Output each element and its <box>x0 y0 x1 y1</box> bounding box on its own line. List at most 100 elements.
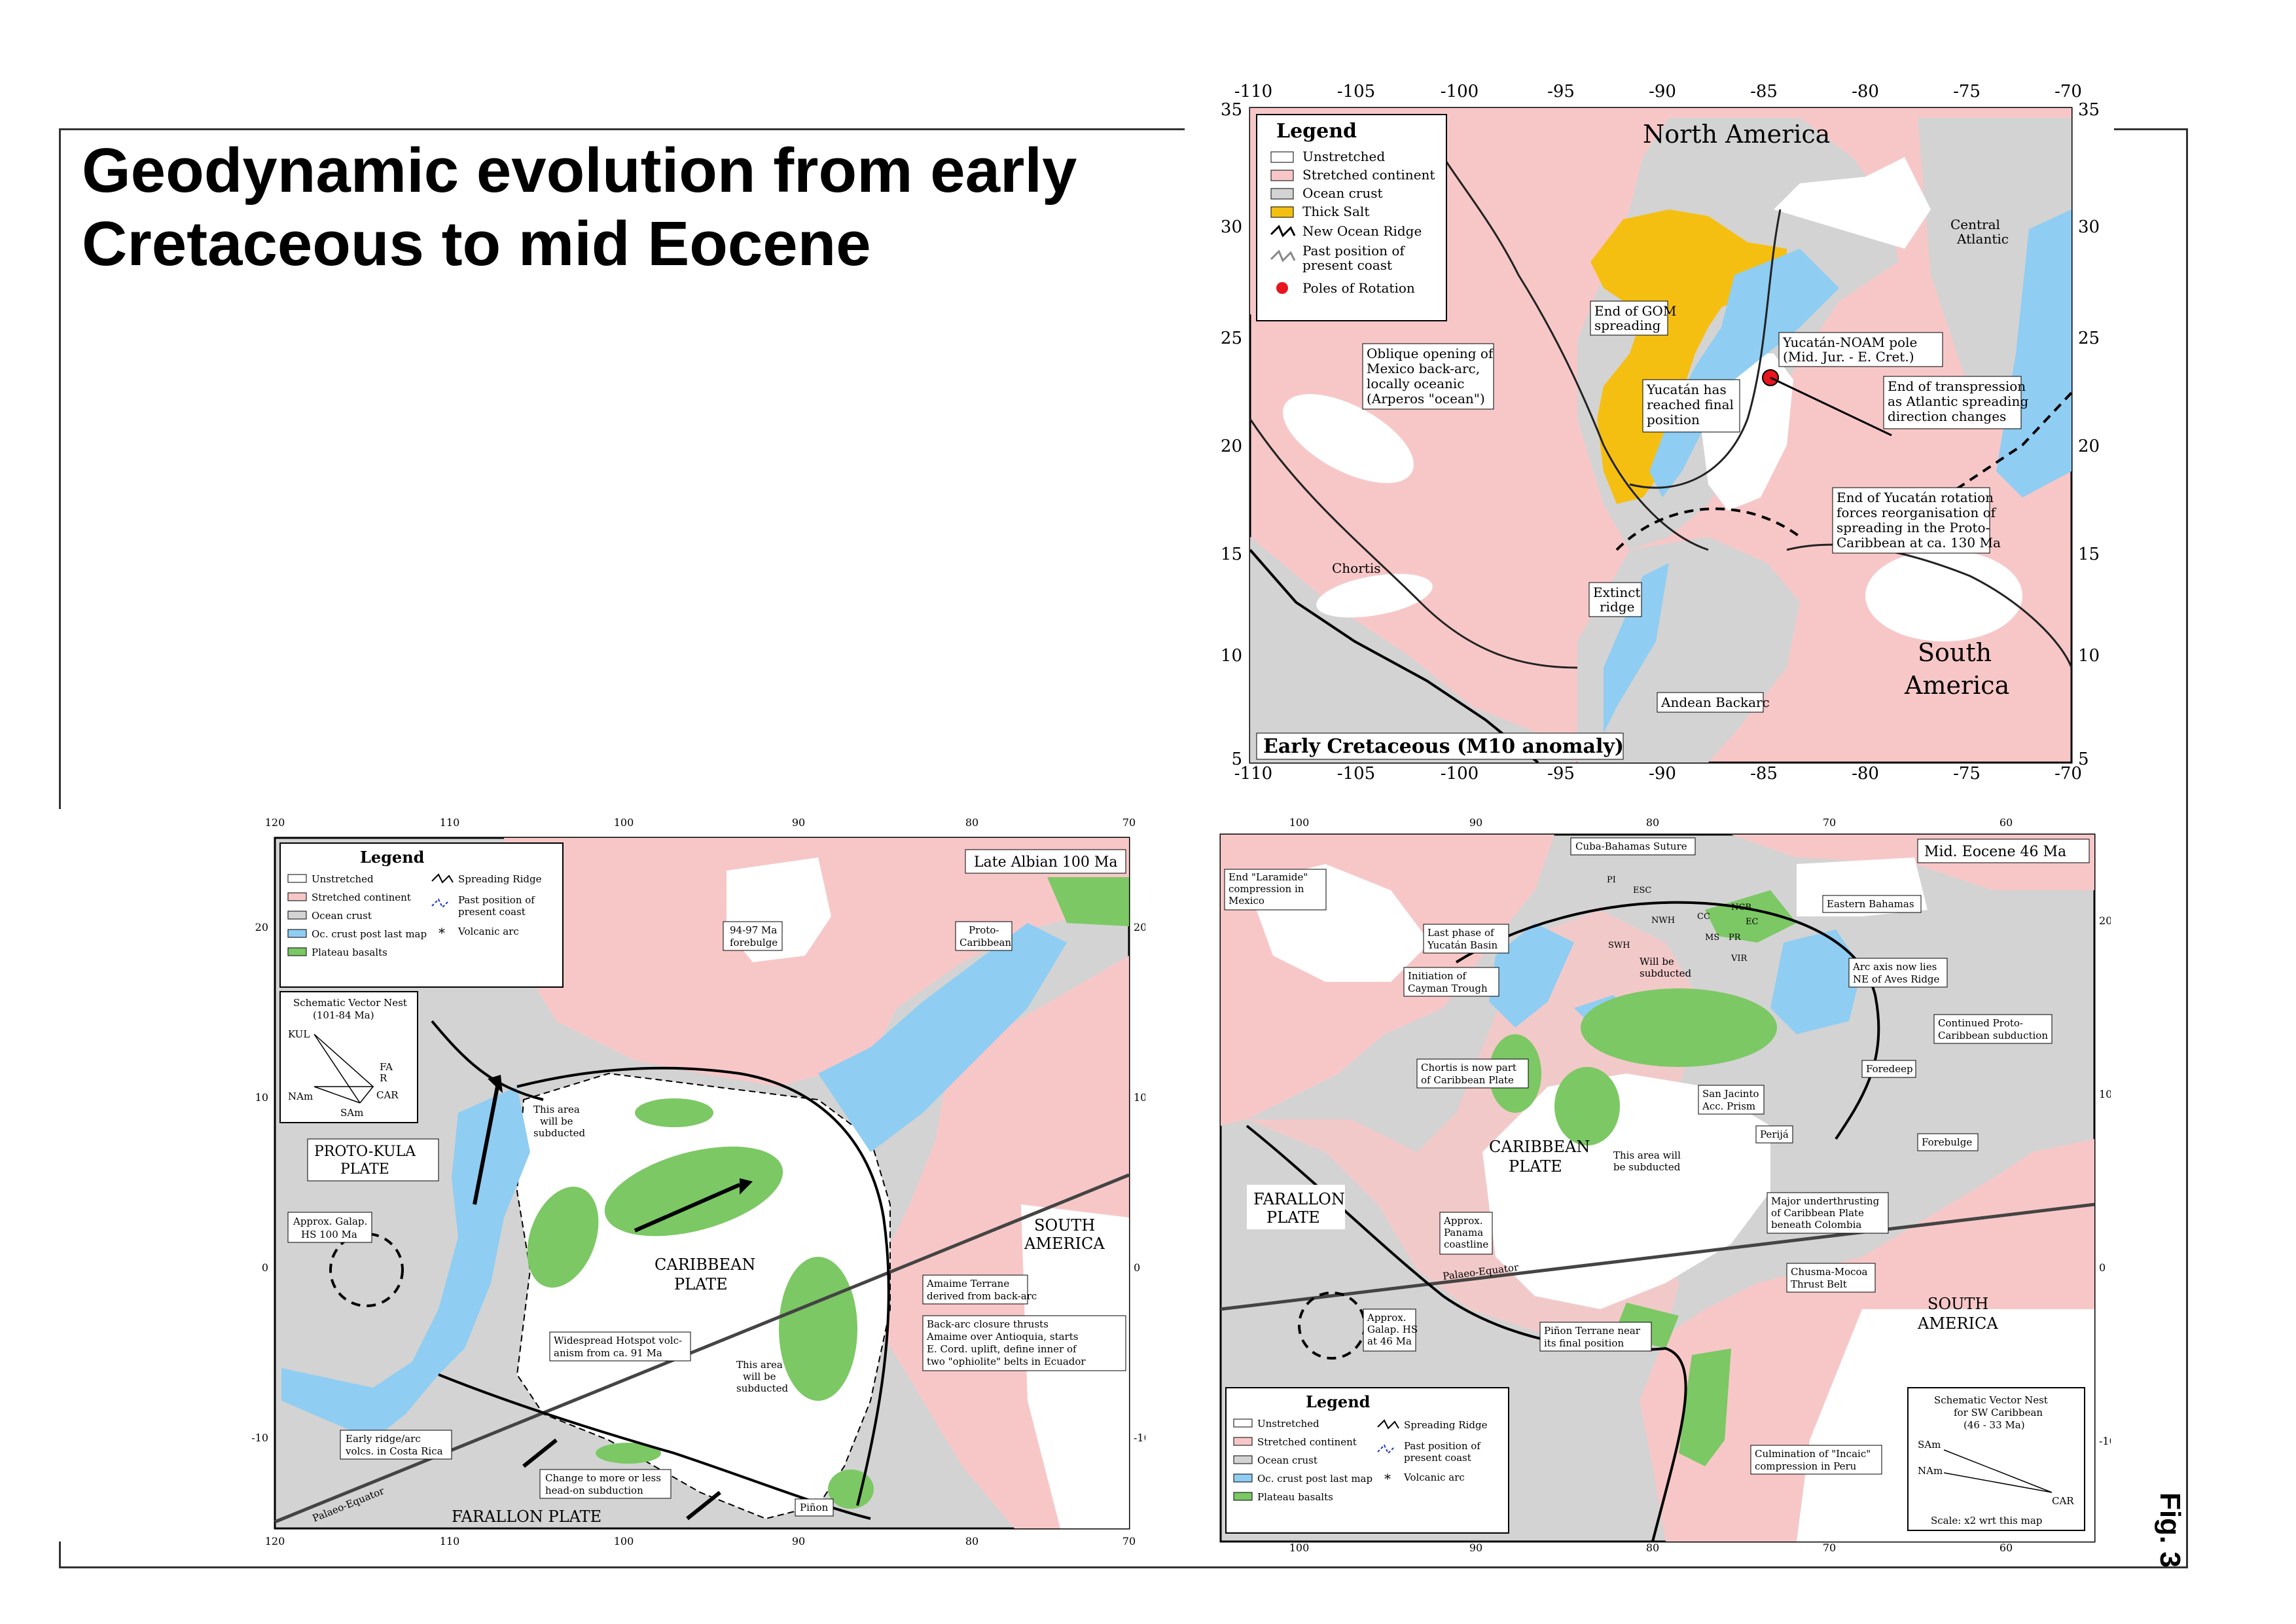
legend-label: Unstretched <box>1302 149 1385 164</box>
legend-label: Past position of <box>1302 243 1405 259</box>
callout-cuba: Cuba-Bahamas Suture <box>1575 840 1687 852</box>
label-south-america: America <box>1904 671 2009 700</box>
callout-laramide: Mexico <box>1229 895 1265 907</box>
left-map-xtick-bottom: 80 <box>965 1535 978 1547</box>
callout-hotspot: Widespread Hotspot volc- <box>554 1335 682 1346</box>
callout-galapagos: Approx. <box>1367 1312 1406 1324</box>
legend-label: Ocean crust <box>312 910 372 922</box>
right-map-xtick-bottom: 80 <box>1646 1542 1659 1554</box>
top-map-xtick-top: -105 <box>1337 82 1375 101</box>
past-coast-icon <box>431 898 450 909</box>
label-central-atlantic: Atlantic <box>1956 231 2009 247</box>
legend-label: Unstretched <box>312 873 374 885</box>
callout-backarc: E. Cord. uplift, define inner of <box>927 1343 1077 1355</box>
left-map-ytick-right: -10 <box>1134 1432 1145 1444</box>
pole-icon <box>1276 282 1288 294</box>
block-label: PI <box>1607 875 1616 885</box>
right-map-xtick-top: 90 <box>1469 816 1482 829</box>
callout-cayman: Cayman Trough <box>1408 983 1488 994</box>
callout-yucatan: reached final <box>1647 397 1734 412</box>
legend-label: Ocean crust <box>1257 1454 1318 1466</box>
volcanic-arc-icon: * <box>439 925 445 941</box>
callout-aves: Arc axis now lies <box>1852 961 1937 973</box>
vector-nest-title: (101-84 Ma) <box>313 1009 374 1021</box>
right-map-xtick-top: 70 <box>1823 816 1836 829</box>
callout-headon: head-on subduction <box>545 1485 643 1496</box>
callout-galapagos: Approx. Galap. <box>293 1216 367 1227</box>
callout-subducted: This area will <box>1613 1149 1681 1161</box>
block-label: NWH <box>1651 916 1675 926</box>
callout-backarc: two "ophiolite" belts in Ecuador <box>927 1356 1086 1367</box>
callout-oblique: Oblique opening of <box>1367 346 1494 361</box>
right-map-xtick-top: 60 <box>2000 816 2013 829</box>
callout-pinon: Piñon Terrane near <box>1544 1325 1641 1337</box>
right-map-xtick-bottom: 70 <box>1823 1542 1836 1554</box>
callout-proto-caribbean: Caribbean subduction <box>1938 1030 2048 1041</box>
callout-chortis: of Caribbean Plate <box>1421 1074 1514 1086</box>
callout-aves: NE of Aves Ridge <box>1853 973 1940 985</box>
left-map-ytick: 20 <box>255 921 268 933</box>
vector-nest-label: FA <box>380 1061 393 1073</box>
right-map-xtick-top: 100 <box>1289 816 1310 829</box>
legend-label: Stretched continent <box>1302 167 1435 183</box>
callout-panama: Panama <box>1444 1227 1483 1238</box>
top-map-xtick-top: -90 <box>1649 82 1676 101</box>
vector-nest-label: R <box>380 1072 387 1084</box>
block-label: EC <box>1746 917 1758 927</box>
right-map-xtick-bottom: 100 <box>1289 1542 1310 1554</box>
callout-rotation: End of Yucatán rotation <box>1837 490 1994 505</box>
callout-galapagos: at 46 Ma <box>1367 1335 1412 1347</box>
top-map-ytick-right: 35 <box>2078 100 2100 120</box>
right-map-ytick: 10 <box>2099 1088 2111 1100</box>
callout-yucatan-basin: Last phase of <box>1427 927 1495 939</box>
callout-subducted: This area <box>533 1104 580 1115</box>
block-label: PR <box>1729 933 1742 943</box>
left-map-ytick: 0 <box>262 1261 268 1274</box>
top-map-ytick-right: 5 <box>2078 749 2089 769</box>
figure-label: Fig. 3 <box>2154 1492 2186 1568</box>
block-label: VIR <box>1731 954 1748 964</box>
map-mid-eocene: 100 90 80 70 60 100 90 80 70 60 20 10 0 … <box>1208 812 2111 1558</box>
left-map-legend: Legend Unstretched Stretched continent O… <box>279 842 564 988</box>
callout-subducted: will be <box>743 1371 776 1382</box>
block-label: ESC <box>1633 886 1651 895</box>
left-map-ytick-right: 20 <box>1134 921 1145 933</box>
callout-underthrusting: beneath Colombia <box>1771 1219 1861 1231</box>
top-map-xtick-bottom: -105 <box>1337 764 1375 784</box>
legend-label: present coast <box>1302 257 1392 273</box>
callout-rotation: spreading in the Proto- <box>1837 520 1990 535</box>
callout-chortis: Chortis is now part <box>1421 1062 1516 1074</box>
legend-label: present coast <box>458 906 526 918</box>
legend-label: Volcanic arc <box>457 926 519 937</box>
callout-forebulge: Forebulge <box>1922 1136 1972 1148</box>
left-map-xtick-top: 110 <box>440 816 460 829</box>
top-map-xtick-top: -100 <box>1441 82 1479 101</box>
callout-laramide: End "Laramide" <box>1229 871 1308 883</box>
callout-early-ridge: volcs. in Costa Rica <box>345 1445 443 1457</box>
top-map-xtick-bottom: -85 <box>1750 764 1778 784</box>
top-map-ytick-left: 30 <box>1221 217 1242 237</box>
left-map-xtick-bottom: 90 <box>792 1535 805 1547</box>
top-map-xtick-bottom: -100 <box>1441 764 1479 784</box>
top-map-ytick-right: 10 <box>2078 646 2100 666</box>
callout-yucatan: Yucatán has <box>1646 382 1727 397</box>
callout-chusma: Thrust Belt <box>1791 1278 1847 1290</box>
callout-early-ridge: Early ridge/arc <box>346 1433 421 1445</box>
callout-subducted: subducted <box>1640 967 1692 979</box>
callout-oblique: Mexico back-arc, <box>1367 361 1480 376</box>
right-map-ytick: 0 <box>2099 1261 2106 1274</box>
top-map-xtick-top: -110 <box>1234 82 1272 101</box>
legend-label: present coast <box>1404 1452 1471 1464</box>
callout-subducted: will be <box>540 1115 573 1127</box>
top-map-legend: Legend Unstretched Stretched continent O… <box>1256 114 1447 321</box>
label-chortis: Chortis <box>1332 560 1380 576</box>
top-map-ytick-right: 20 <box>2078 437 2100 456</box>
callout-backarc: Amaime over Antioquia, starts <box>926 1331 1078 1343</box>
frame-bottom <box>59 1566 2188 1568</box>
callout-yucatan: position <box>1647 412 1700 427</box>
left-map-ytick: 10 <box>255 1091 268 1104</box>
page-title-line-1: Geodynamic evolution from early <box>82 135 1077 206</box>
callout-pinon: Piñon <box>800 1502 829 1513</box>
vector-nest-title: (46 - 33 Ma) <box>1964 1419 2025 1431</box>
right-vector-nest: Schematic Vector Nest for SW Caribbean (… <box>1907 1387 2085 1531</box>
